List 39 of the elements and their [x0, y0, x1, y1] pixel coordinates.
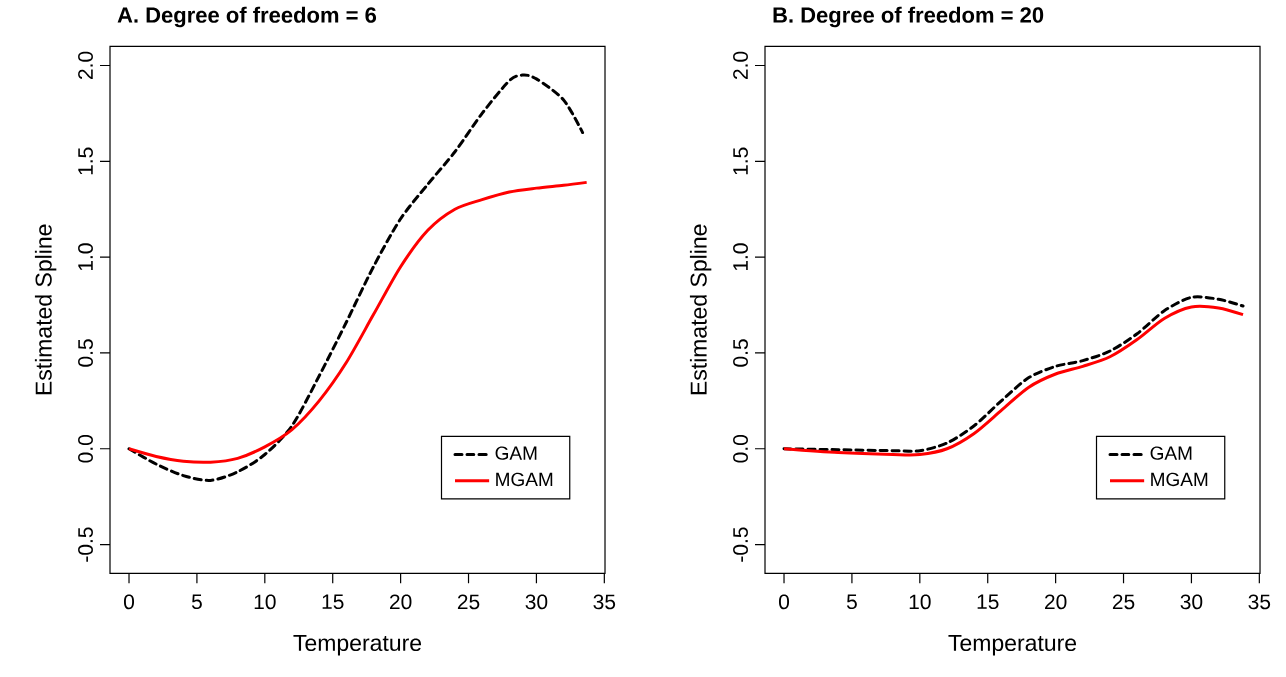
x-tick-label: 15 — [322, 594, 344, 609]
x-tick-label: 20 — [1045, 594, 1067, 610]
y-tick-label: 2.0 — [733, 51, 748, 79]
x-tick-label: 10 — [909, 594, 931, 610]
y-tick-label: 1.5 — [78, 147, 93, 175]
y-tick-label: 0.0 — [733, 434, 748, 463]
x-tick-label: 10 — [254, 594, 276, 610]
x-tick-label: 5 — [191, 594, 202, 609]
x-tick-label: 30 — [1180, 594, 1203, 610]
x-tick-label: 5 — [846, 594, 857, 609]
x-tick-label: 25 — [1112, 594, 1135, 610]
y-tick-label: 1.5 — [733, 147, 748, 175]
x-tick-label: 20 — [390, 594, 412, 610]
x-tick-label: 25 — [457, 594, 480, 610]
y-axis-title: Estimated Spline — [689, 224, 712, 395]
chart-title: A. Degree of freedom = 6 — [117, 6, 377, 28]
y-tick-label: 1.0 — [733, 243, 748, 270]
x-tick-label: 0 — [123, 594, 135, 610]
legend-label: MGAM — [1151, 472, 1208, 486]
y-tick-label: 1.0 — [78, 243, 93, 270]
x-axis-title: Temperature — [948, 634, 1077, 656]
x-axis-title: Temperature — [293, 634, 422, 656]
y-tick-label: 0.0 — [78, 434, 93, 463]
line-series — [127, 180, 589, 464]
y-tick-label: -0.5 — [733, 527, 748, 562]
y-tick-label: 0.5 — [78, 339, 93, 367]
legend-label: GAM — [1150, 446, 1192, 460]
x-tick-label: 30 — [525, 594, 548, 610]
x-tick-label: 15 — [977, 594, 999, 609]
y-tick-label: 0.5 — [733, 339, 748, 367]
chart-title: B. Degree of freedom = 20 — [773, 6, 1044, 28]
x-tick-label: 0 — [779, 594, 790, 610]
y-tick-label: -0.5 — [78, 527, 93, 562]
y-axis-title: Estimated Spline — [34, 224, 57, 395]
y-tick-label: 2.0 — [78, 51, 93, 79]
legend-label: GAM — [495, 446, 537, 460]
x-tick-label: 35 — [1248, 594, 1271, 610]
legend-label: MGAM — [496, 472, 553, 486]
x-tick-label: 35 — [593, 594, 616, 610]
